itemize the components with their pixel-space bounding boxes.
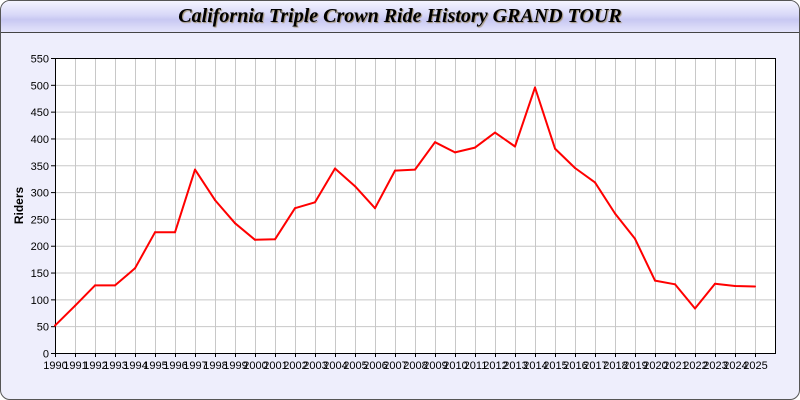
x-tick-label: 2021 (663, 360, 687, 372)
x-tick-label: 2003 (303, 360, 327, 372)
x-tick-label: 1991 (63, 360, 87, 372)
x-tick-label: 2019 (623, 360, 647, 372)
data-point-1997 (194, 168, 196, 171)
data-point-2000 (254, 238, 256, 241)
y-tick-label: 500 (31, 80, 49, 92)
x-tick-label: 2014 (523, 360, 547, 372)
x-tick-label: 1999 (223, 360, 247, 372)
y-tick-label: 200 (31, 241, 49, 253)
data-point-1999 (234, 222, 236, 225)
data-point-2022 (694, 307, 696, 310)
x-tick-label: 2011 (464, 360, 488, 372)
x-tick-label: 1990 (43, 360, 67, 372)
y-tick-label: 450 (31, 107, 49, 119)
x-tick-label: 2009 (423, 360, 447, 372)
data-point-2020 (654, 279, 656, 282)
x-tick-label: 2025 (743, 360, 767, 372)
data-point-2009 (434, 141, 436, 144)
x-tick-label: 2013 (503, 360, 527, 372)
x-tick-label: 2008 (403, 360, 427, 372)
x-tick-label: 1996 (163, 360, 187, 372)
data-point-1996 (174, 231, 176, 234)
data-point-2019 (634, 237, 636, 240)
data-point-2005 (354, 185, 356, 188)
data-point-2013 (514, 145, 516, 148)
data-point-1994 (134, 267, 136, 270)
y-tick-label: 100 (31, 295, 49, 307)
x-tick-label: 1992 (83, 360, 107, 372)
x-tick-label: 2000 (243, 360, 267, 372)
data-point-2016 (574, 167, 576, 169)
x-tick-label: 2020 (643, 360, 667, 372)
data-point-1991 (74, 304, 76, 307)
x-tick-label: 2002 (283, 360, 307, 372)
data-point-2001 (274, 238, 276, 241)
y-tick-label: 300 (31, 188, 49, 200)
data-point-1998 (214, 199, 216, 202)
series-line (54, 86, 756, 327)
x-tick-label: 2001 (263, 360, 287, 372)
data-point-1992 (94, 284, 96, 287)
x-tick-label: 2010 (443, 360, 467, 372)
x-tick-label: 1994 (123, 360, 147, 372)
x-tick-label: 2012 (483, 360, 507, 372)
x-tick-label: 2023 (703, 360, 727, 372)
data-point-1990 (54, 324, 56, 327)
y-tick-label: 400 (31, 134, 49, 146)
x-tick-label: 2004 (323, 360, 347, 372)
chart-title: California Triple Crown Ride History GRA… (178, 5, 622, 27)
x-tick-label: 2018 (603, 360, 627, 372)
y-tick-label: 0 (43, 349, 49, 361)
data-point-2023 (714, 282, 716, 285)
x-tick-label: 1997 (183, 360, 207, 372)
data-point-2021 (674, 283, 676, 286)
x-tick-label: 2017 (583, 360, 607, 372)
x-tick-label: 1995 (143, 360, 167, 372)
data-point-2011 (474, 146, 476, 149)
title-bar: California Triple Crown Ride History GRA… (1, 1, 799, 33)
plot-border (55, 58, 776, 354)
x-tick-label: 2022 (683, 360, 707, 372)
x-tick-label: 2015 (543, 360, 567, 372)
data-point-2024 (734, 285, 736, 287)
data-point-2006 (374, 207, 376, 210)
data-point-2012 (494, 131, 496, 134)
y-tick-label: 150 (31, 268, 49, 280)
data-point-2003 (314, 201, 316, 204)
y-tick-label: 250 (31, 214, 49, 226)
data-point-2017 (594, 181, 596, 184)
data-point-2014 (534, 86, 536, 89)
data-point-2015 (554, 147, 556, 150)
data-point-2025 (754, 285, 756, 288)
x-tick-label: 2016 (563, 360, 587, 372)
x-tick-label: 2005 (343, 360, 367, 372)
x-tick-label: 2007 (383, 360, 407, 372)
data-point-2008 (414, 168, 416, 171)
data-point-2002 (294, 207, 296, 210)
x-tick-label: 1998 (203, 360, 227, 372)
data-point-2007 (394, 169, 396, 172)
data-point-2010 (454, 151, 456, 154)
data-point-2018 (614, 212, 616, 215)
y-tick-label: 550 (31, 54, 49, 66)
data-point-2004 (334, 167, 336, 170)
data-point-1995 (154, 231, 156, 234)
data-point-1993 (114, 284, 116, 287)
x-tick-label: 2024 (723, 360, 747, 372)
y-tick-label: 350 (31, 161, 49, 173)
y-axis-label: Riders (12, 187, 26, 225)
y-tick-label: 50 (37, 322, 49, 334)
x-tick-label: 1993 (103, 360, 127, 372)
x-tick-label: 2006 (363, 360, 387, 372)
